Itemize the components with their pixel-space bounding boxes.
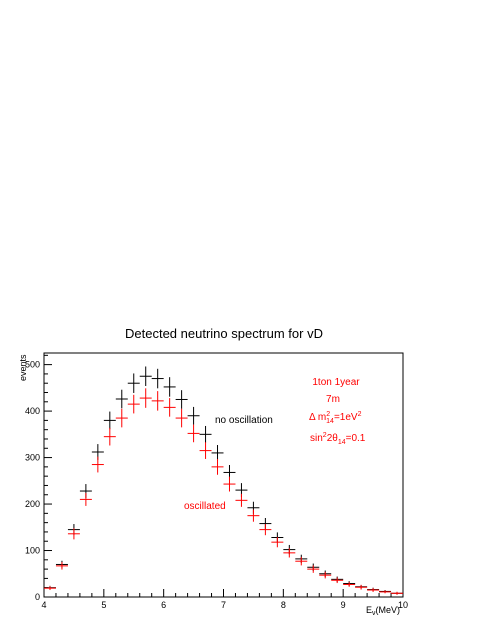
data-point — [199, 442, 212, 459]
data-point — [379, 590, 392, 594]
x-axis-label-var: E — [366, 605, 372, 615]
data-point — [151, 368, 164, 389]
x-axis: 4 5 6 7 8 9 10 — [41, 589, 408, 610]
dm-prefix: Δ m — [309, 412, 326, 423]
data-point — [115, 389, 128, 409]
dm-sub: 14 — [326, 418, 334, 425]
data-point — [55, 562, 68, 570]
x-tick-label: 4 — [41, 600, 46, 610]
data-point — [307, 565, 320, 573]
series-label-oscillated: oscillated — [184, 501, 226, 512]
data-point — [199, 425, 212, 443]
data-point — [247, 509, 260, 522]
data-point — [115, 408, 128, 428]
sin-value: =0.1 — [346, 433, 366, 444]
data-point — [187, 424, 200, 443]
dm-value: =1eV — [334, 412, 358, 423]
dm-value-sup: 2 — [358, 411, 362, 418]
series-label-no-oscillation: no oscillation — [215, 415, 273, 426]
x-tick-label: 9 — [341, 600, 346, 610]
annotation-sin2theta: sin22θ14=0.1 — [310, 432, 366, 446]
sin-sup: 2 — [323, 432, 327, 439]
sin-sub: 14 — [338, 439, 346, 446]
data-point — [271, 537, 284, 548]
data-point — [127, 394, 140, 414]
data-point — [44, 586, 56, 591]
series-no-oscillation — [44, 366, 403, 595]
x-tick-label: 8 — [281, 600, 286, 610]
series-oscillated — [44, 388, 403, 595]
data-point — [139, 366, 152, 386]
y-tick-label: 300 — [25, 453, 40, 463]
data-point — [103, 427, 116, 446]
data-point — [67, 528, 80, 540]
y-tick-label: 400 — [25, 406, 40, 416]
annotation-exposure: 1ton 1year — [312, 377, 360, 388]
x-tick-label: 10 — [398, 600, 408, 610]
data-point — [283, 548, 296, 558]
chart-title: Detected neutrino spectrum for vD — [125, 326, 323, 341]
data-point — [235, 493, 248, 507]
data-point — [163, 398, 176, 417]
data-point — [331, 577, 344, 584]
y-tick-label: 500 — [25, 360, 40, 370]
data-point — [187, 406, 200, 425]
y-tick-label: 200 — [25, 499, 40, 509]
data-point — [91, 456, 104, 473]
data-point — [211, 445, 224, 461]
y-axis-label: events — [18, 354, 28, 381]
dm-sup: 2 — [326, 411, 330, 418]
x-axis-label-unit: (MeV) — [376, 605, 401, 615]
data-point — [127, 373, 140, 393]
x-tick-label: 7 — [221, 600, 226, 610]
data-point — [139, 388, 152, 408]
y-tick-label: 100 — [25, 546, 40, 556]
data-point — [211, 458, 224, 475]
series-layer — [44, 366, 403, 595]
data-point — [175, 408, 188, 428]
x-tick-label: 6 — [161, 600, 166, 610]
x-axis-label-sub: ν — [372, 610, 376, 617]
plot-frame — [43, 352, 404, 598]
y-axis: 0 100 200 300 400 500 — [25, 354, 52, 602]
data-point — [355, 584, 368, 590]
x-tick-label: 5 — [101, 600, 106, 610]
data-point — [367, 588, 380, 592]
data-point — [391, 591, 403, 595]
x-axis-label: Eν(MeV) — [366, 605, 400, 617]
y-tick-label: 0 — [35, 592, 40, 602]
data-point — [259, 524, 272, 536]
data-point — [103, 411, 116, 430]
annotation-baseline: 7m — [326, 394, 340, 405]
data-point — [79, 492, 92, 506]
data-point — [163, 377, 176, 397]
annotations: 1ton 1year 7m Δ m2 14=1eV2 sin22θ14=0.1 n… — [184, 377, 366, 512]
data-point — [295, 557, 308, 566]
sin-prefix: sin — [310, 433, 323, 444]
sin-mid: 2θ — [327, 433, 339, 444]
data-point — [175, 390, 188, 409]
data-point — [319, 571, 332, 579]
annotation-delta-m: Δ m2 14=1eV2 — [309, 411, 362, 425]
data-point — [343, 582, 356, 587]
data-point — [151, 391, 164, 411]
data-point — [223, 476, 236, 492]
